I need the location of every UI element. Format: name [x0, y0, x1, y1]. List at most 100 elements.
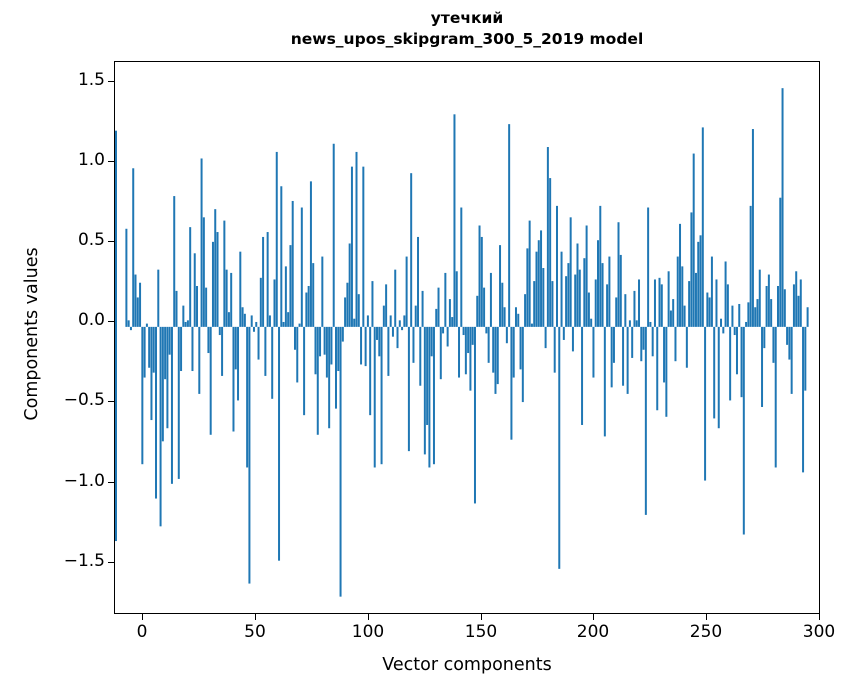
xtick-label-150: 150	[464, 622, 498, 642]
bar	[141, 326, 144, 465]
bar	[211, 241, 214, 327]
bar	[166, 326, 169, 429]
bar	[442, 326, 445, 334]
bar	[555, 205, 558, 327]
bar	[380, 326, 383, 465]
bar	[469, 326, 472, 391]
bar	[542, 268, 545, 327]
ytick-mark	[108, 81, 114, 83]
bar	[551, 281, 554, 327]
bar	[697, 241, 700, 327]
bar	[699, 235, 702, 327]
bar	[524, 294, 527, 327]
bar	[312, 263, 315, 327]
bar	[451, 317, 454, 327]
bar	[232, 326, 235, 432]
bar	[772, 326, 775, 363]
xtick-label-50: 50	[244, 622, 266, 642]
bar	[271, 326, 274, 399]
bar	[373, 326, 376, 468]
bar	[132, 168, 135, 327]
bar	[485, 326, 488, 334]
bar	[667, 271, 670, 327]
bar	[774, 326, 777, 468]
bar	[517, 313, 520, 327]
bar	[198, 326, 201, 394]
bar	[444, 272, 447, 327]
bar	[565, 276, 568, 327]
bar	[248, 326, 251, 584]
bar	[546, 147, 549, 327]
bar	[765, 285, 768, 327]
bar	[412, 326, 415, 363]
bar	[348, 243, 351, 327]
bar	[480, 236, 483, 327]
bar	[660, 284, 663, 327]
ytick-label-0.0: 0.0	[77, 310, 105, 330]
bar	[521, 326, 524, 403]
bar	[494, 326, 497, 394]
bar	[250, 315, 253, 327]
bar	[535, 251, 538, 327]
xtick-mark	[368, 614, 370, 620]
bar	[473, 326, 476, 504]
bar	[273, 279, 276, 327]
bar	[571, 326, 574, 352]
xtick-label-250: 250	[689, 622, 723, 642]
bar	[382, 305, 385, 327]
bar	[225, 269, 228, 327]
bar	[414, 305, 417, 327]
bar	[437, 287, 440, 327]
bar	[193, 253, 196, 327]
bar	[334, 326, 337, 409]
bar	[710, 256, 713, 327]
bar	[341, 326, 344, 342]
bar	[282, 321, 285, 327]
bar	[369, 326, 372, 416]
bar	[663, 326, 666, 383]
bar	[432, 326, 435, 465]
bar	[134, 274, 137, 327]
bar	[770, 299, 773, 327]
bar	[758, 269, 761, 327]
bar	[275, 151, 278, 327]
ytick-label-neg0.5: −0.5	[63, 390, 105, 410]
bar	[289, 245, 292, 327]
bar	[715, 279, 718, 327]
bar	[797, 295, 800, 327]
bar	[139, 282, 142, 327]
bar	[635, 320, 638, 327]
bar	[426, 326, 429, 425]
ytick-label-neg1.0: −1.0	[63, 471, 105, 491]
bar	[214, 209, 217, 327]
bar-series	[115, 88, 809, 597]
bar	[738, 303, 741, 327]
bar	[403, 315, 406, 327]
bar	[487, 326, 490, 363]
bar	[241, 307, 244, 327]
bar	[476, 295, 479, 327]
bar	[257, 326, 260, 360]
bar	[749, 205, 752, 327]
bar	[360, 326, 363, 365]
bar	[533, 281, 536, 327]
bar	[407, 326, 410, 452]
bar	[560, 251, 563, 327]
bar	[694, 272, 697, 327]
bar	[745, 321, 748, 327]
bar	[726, 284, 729, 327]
xtick-mark	[819, 614, 821, 620]
bar	[184, 321, 187, 327]
bar	[328, 326, 331, 429]
bar	[781, 88, 784, 327]
bar	[216, 232, 219, 327]
bar	[168, 326, 171, 355]
bar	[376, 326, 379, 340]
bar	[385, 284, 388, 327]
bar	[362, 166, 365, 327]
bar	[626, 326, 629, 394]
xtick-label-100: 100	[351, 622, 385, 642]
xtick-mark	[481, 614, 483, 620]
bar	[729, 326, 732, 401]
x-axis-label: Vector components	[382, 655, 552, 675]
